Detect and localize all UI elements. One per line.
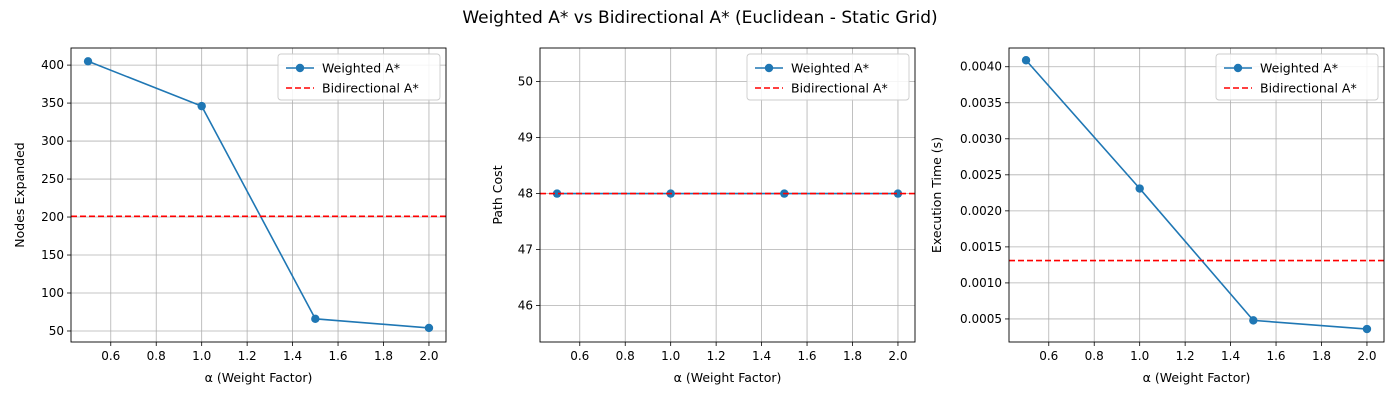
y-tick-label: 100	[41, 286, 64, 300]
weighted-point	[83, 57, 93, 66]
weighted-line	[87, 60, 430, 329]
legend-label: Bidirectional A*	[322, 81, 419, 96]
legend-label: Bidirectional A*	[1260, 81, 1357, 96]
subplot-3: 0.6 0.8 1.0 1.2 1.4 1.6 1.8 2.0 0.0005 0.0010 0.00…	[929, 47, 1385, 385]
axes-frame	[539, 47, 916, 343]
y-tick-label: 0.0030	[960, 132, 1002, 146]
x-axis-label: α (Weight Factor)	[1143, 370, 1251, 385]
y-tick-label: 150	[41, 248, 64, 262]
legend-box	[746, 53, 910, 101]
x-tick-label: 1.2	[238, 349, 257, 363]
legend-box	[1215, 53, 1379, 101]
x-tick-label: 0.6	[1039, 349, 1058, 363]
y-tick-label: 250	[41, 172, 64, 186]
legend-box	[277, 53, 441, 101]
x-tick-label: 1.6	[1266, 349, 1285, 363]
weighted-point	[197, 101, 206, 111]
y-tick-label: 200	[41, 210, 64, 224]
y-tick-label: 47	[518, 243, 533, 257]
weighted-point	[552, 189, 562, 198]
weighted-point	[1362, 324, 1372, 334]
y-tick-label: 50	[49, 324, 64, 338]
subplots: 0.6 0.8 1.0 1.2 1.4 1.6 1.8 2.0 50 100 150 200 250 30…	[12, 47, 1385, 385]
axes-frame	[1008, 47, 1385, 343]
legend-label: Bidirectional A*	[791, 81, 888, 96]
y-tick-label: 0.0015	[960, 240, 1002, 254]
x-tick-label: 1.0	[661, 349, 680, 363]
y-tick-label: 50	[518, 75, 533, 89]
y-tick-label: 0.0025	[960, 168, 1002, 182]
y-tick-label: 350	[41, 96, 64, 110]
weighted-point	[1021, 56, 1031, 65]
x-tick-label: 0.8	[147, 349, 166, 363]
weighted-point	[893, 189, 903, 198]
y-tick-label: 0.0040	[960, 60, 1002, 74]
x-tick-label: 1.0	[192, 349, 211, 363]
x-tick-label: 1.8	[374, 349, 393, 363]
x-tick-label: 1.6	[328, 349, 347, 363]
weighted-point	[1249, 316, 1258, 325]
x-tick-label: 2.0	[888, 349, 907, 363]
legend: Weighted A* Bidirectional A*	[746, 53, 910, 101]
legend: Weighted A* Bidirectional A*	[277, 53, 441, 101]
x-tick-label: 2.0	[1357, 349, 1376, 363]
subplot-2: 0.6 0.8 1.0 1.2 1.4 1.6 1.8 2.0 46 47 48 49 50 α (Wei…	[490, 47, 916, 385]
x-tick-label: 1.4	[283, 349, 302, 363]
legend-label: Weighted A*	[791, 61, 869, 76]
x-tick-label: 1.4	[1221, 349, 1240, 363]
y-tick-label: 0.0010	[960, 276, 1002, 290]
weighted-point	[1135, 184, 1144, 193]
weighted-line	[1025, 59, 1368, 330]
x-tick-label: 1.8	[843, 349, 862, 363]
x-tick-label: 0.6	[101, 349, 120, 363]
x-axis-label: α (Weight Factor)	[205, 370, 313, 385]
y-tick-label: 49	[518, 131, 533, 145]
y-tick-label: 0.0005	[960, 312, 1002, 326]
legend: Weighted A* Bidirectional A*	[1215, 53, 1379, 101]
y-tick-label: 400	[41, 58, 64, 72]
y-axis-label: Execution Time (s)	[929, 137, 944, 253]
x-axis-label: α (Weight Factor)	[674, 370, 782, 385]
legend-label: Weighted A*	[1260, 61, 1338, 76]
x-tick-label: 1.2	[1176, 349, 1195, 363]
y-tick-label: 0.0035	[960, 96, 1002, 110]
legend-label: Weighted A*	[322, 61, 400, 76]
y-tick-label: 48	[518, 187, 533, 201]
x-tick-label: 1.2	[707, 349, 726, 363]
x-tick-label: 0.8	[1085, 349, 1104, 363]
weighted-point	[311, 314, 320, 324]
x-tick-label: 2.0	[419, 349, 438, 363]
legend-weighted-marker	[1233, 63, 1243, 73]
legend-weighted-marker	[764, 63, 774, 73]
subplot-1: 0.6 0.8 1.0 1.2 1.4 1.6 1.8 2.0 50 100 150 200 250 30…	[12, 47, 447, 385]
y-tick-label: 300	[41, 134, 64, 148]
x-tick-label: 1.0	[1130, 349, 1149, 363]
x-tick-label: 0.6	[570, 349, 589, 363]
y-tick-label: 0.0020	[960, 204, 1002, 218]
figure-title: Weighted A* vs Bidirectional A* (Euclide…	[462, 8, 937, 28]
weighted-point	[424, 323, 434, 333]
x-tick-label: 1.8	[1312, 349, 1331, 363]
legend-weighted-marker	[295, 63, 305, 73]
y-axis-label: Path Cost	[490, 165, 505, 224]
y-tick-label: 46	[518, 299, 533, 313]
x-tick-label: 1.6	[797, 349, 816, 363]
x-tick-label: 1.4	[752, 349, 771, 363]
x-tick-label: 0.8	[616, 349, 635, 363]
axes-frame	[70, 47, 447, 343]
y-axis-label: Nodes Expanded	[12, 142, 27, 247]
